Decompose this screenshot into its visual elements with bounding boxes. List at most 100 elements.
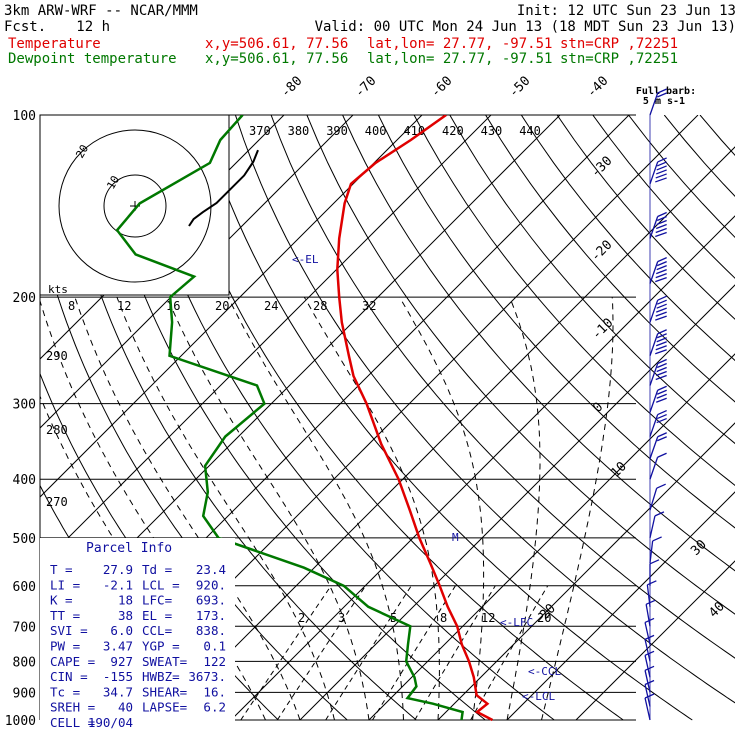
barb-flag [657, 432, 667, 438]
barb-flag [655, 223, 667, 230]
isotherm-line [161, 146, 735, 721]
speed-scale-label: 12 [117, 299, 131, 313]
isotherm-label: -70 [352, 74, 379, 101]
dry-adiabat [699, 115, 735, 156]
wind-barb [644, 617, 655, 645]
temperature-station: stn=CRP ,72251 [560, 36, 678, 52]
parcel-info-background [40, 538, 235, 728]
wind-barb [649, 157, 667, 185]
temperature-trace [336, 115, 494, 722]
dewpoint-station: stn=CRP ,72251 [560, 51, 678, 67]
barb-flag [657, 385, 667, 391]
parcel-info-cell: SVI = [50, 623, 88, 638]
parcel-info-cell: 920. [196, 577, 226, 592]
dry-adiabat [306, 115, 735, 615]
barb-flag [655, 273, 667, 279]
parcel-info-cell: 6.2 [203, 700, 226, 715]
parcel-info-cell: 34.7 [103, 684, 133, 699]
barb-flag [655, 341, 667, 347]
parcel-info-cell: LI = [50, 577, 80, 592]
barb-flag [656, 337, 667, 343]
dry-adiabat [127, 115, 555, 721]
barb-flag [655, 345, 667, 351]
mixing-ratio-line [240, 585, 332, 721]
isotherm-label: -30 [588, 154, 615, 181]
isotherm-line [368, 353, 735, 721]
dry-adiabat [377, 115, 735, 529]
barb-flag [656, 333, 667, 339]
barb-flag [656, 261, 667, 267]
barb-flag [657, 257, 667, 263]
barb-staff [649, 216, 659, 239]
theta-label: 390 [326, 124, 348, 138]
barb-flag [649, 559, 660, 565]
pressure-tick-label: 800 [13, 655, 36, 670]
barb-flag [657, 211, 667, 218]
barb-staff [649, 488, 658, 511]
speed-scale-label: 8 [68, 299, 75, 313]
wind-barb [649, 432, 667, 459]
parcel-info-box: Parcel Info T = 27.9 Td = 23.4 LI = -2.1 LCL =… [40, 538, 235, 730]
barb-flag [656, 92, 667, 98]
barb-staff [644, 639, 651, 662]
barb-flag [644, 665, 655, 671]
barb-staff [649, 333, 659, 356]
parcel-info-cell: 693. [196, 593, 226, 608]
parcel-info-cell: 927 [110, 654, 133, 669]
barb-flag [656, 219, 667, 226]
barb-flag [644, 650, 655, 656]
wind-barb [649, 257, 667, 284]
moist-adiabat [303, 296, 440, 721]
dry-adiabat [449, 115, 735, 445]
barb-staff [644, 622, 651, 645]
moist-adiabat [166, 296, 370, 721]
isotherm-line [0, 115, 8, 720]
barb-flag [644, 617, 655, 624]
barb-flag [655, 370, 667, 377]
speed-scale-label: 16 [166, 299, 180, 313]
barb-flag [655, 311, 667, 317]
barb-flag [655, 231, 667, 238]
barb-flag [647, 580, 657, 586]
barb-staff [649, 390, 659, 413]
valid-time: Valid: 00 UTC Mon 24 Jun 13 (18 MDT Sun … [315, 19, 736, 35]
isotherm-line [299, 284, 735, 721]
theta-label: 370 [249, 124, 271, 138]
barb-staff [649, 299, 659, 323]
hodograph-ring-label-20: 20 [73, 143, 91, 161]
parcel-info-cell: CELL = [50, 715, 95, 730]
parcel-info-cell: 40 [118, 700, 133, 715]
pressure-tick-label: 1000 [5, 714, 36, 729]
barb-staff [644, 684, 651, 707]
parcel-info-cell: 23.4 [196, 562, 226, 577]
wind-barb [644, 679, 655, 707]
barb-flag [655, 349, 667, 355]
wind-barb [649, 536, 662, 563]
wind-barb [649, 483, 666, 511]
isotherm-line [575, 560, 735, 721]
wind-barb [649, 329, 667, 356]
pressure-tick-label: 700 [13, 620, 36, 635]
barb-staff [644, 655, 651, 678]
moist-adiabat [541, 297, 614, 721]
parcel-info-cell: Tc = [50, 684, 80, 699]
barb-flag [655, 315, 667, 321]
parcel-info-cell: Td = [142, 562, 172, 577]
speed-scale-label: 20 [215, 299, 229, 313]
pressure-tick-label: 100 [13, 109, 36, 124]
wind-barb [649, 511, 665, 539]
barb-flag [655, 169, 667, 175]
moist-adiabat [227, 296, 404, 721]
barb-flag [655, 269, 667, 275]
pressure-tick-label: 600 [13, 580, 36, 595]
parcel-info-title: Parcel Info [86, 541, 172, 556]
barb-flag [656, 165, 667, 171]
parcel-info-cell: CCL= [142, 623, 172, 638]
barb-flag [656, 389, 667, 395]
dry-adiabat [556, 115, 735, 320]
parcel-info-cell: 0.1 [203, 639, 226, 654]
barb-staff [649, 261, 659, 284]
barb-flag [657, 452, 667, 458]
barb-flag [656, 362, 667, 369]
wind-barb [644, 665, 655, 693]
